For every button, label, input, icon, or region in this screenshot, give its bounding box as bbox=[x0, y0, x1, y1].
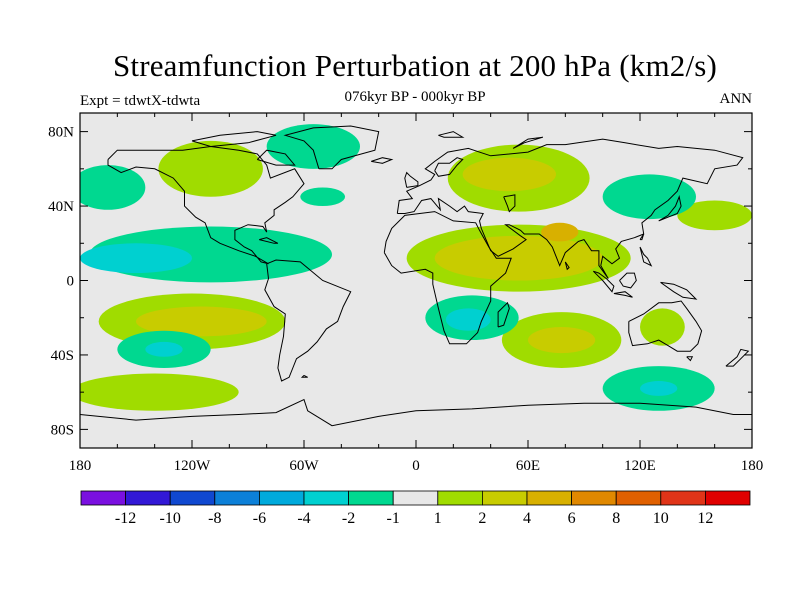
colorbar-label: -2 bbox=[342, 510, 355, 527]
colorbar-swatch bbox=[303, 490, 349, 506]
coastline bbox=[639, 233, 645, 241]
colorbar-label: 1 bbox=[434, 510, 442, 527]
colorbar-swatch bbox=[258, 490, 305, 506]
x-tick-label: 180 bbox=[69, 458, 92, 474]
coastline bbox=[497, 301, 510, 328]
coastline bbox=[619, 272, 637, 289]
coastline bbox=[628, 300, 703, 352]
contour-region bbox=[528, 327, 596, 354]
coastline bbox=[512, 136, 544, 149]
colorbar-label: 12 bbox=[697, 510, 713, 527]
contour-region bbox=[640, 381, 678, 396]
colorbar-label: 10 bbox=[653, 510, 669, 527]
colorbar-swatch bbox=[571, 490, 617, 506]
coastline bbox=[383, 211, 512, 345]
contour-region bbox=[677, 200, 752, 231]
x-tick-label: 60W bbox=[289, 458, 319, 474]
coastline bbox=[686, 356, 694, 362]
contour-region bbox=[80, 165, 146, 210]
chart-subtitle: 076kyr BP - 000kyr BP bbox=[344, 89, 486, 105]
colorbar-swatch bbox=[660, 490, 706, 506]
colorbar-label: -12 bbox=[115, 510, 136, 527]
colorbar-label: 2 bbox=[478, 510, 486, 527]
contour-region bbox=[602, 174, 696, 220]
colorbar-swatch bbox=[705, 490, 751, 506]
x-tick-label: 180 bbox=[741, 458, 764, 474]
y-tick-label: 80S bbox=[51, 422, 74, 438]
coastline bbox=[264, 259, 352, 382]
x-tick-label: 60E bbox=[516, 458, 540, 474]
coastline bbox=[438, 131, 465, 138]
coastline bbox=[404, 171, 419, 188]
coastline bbox=[503, 194, 516, 213]
colorbar: -12 -10 -8 -6 -4 -2 -1 1 2 4 6 8 10 12 bbox=[80, 490, 751, 527]
contour-region bbox=[266, 124, 361, 169]
contour-region bbox=[145, 341, 183, 357]
coastline-layer bbox=[80, 125, 752, 427]
colorbar-swatch bbox=[526, 490, 572, 506]
coastline bbox=[396, 138, 744, 279]
contour-region bbox=[640, 308, 685, 346]
y-tick-label: 80N bbox=[48, 125, 74, 141]
colorbar-swatch bbox=[125, 490, 171, 506]
contour-region bbox=[136, 306, 267, 337]
colorbar-label: -8 bbox=[208, 510, 221, 527]
contour-region bbox=[462, 157, 556, 192]
coastline bbox=[592, 270, 615, 293]
coastline bbox=[613, 291, 633, 298]
coastline bbox=[564, 261, 570, 271]
x-tick-label: 0 bbox=[412, 458, 420, 474]
colorbar-label: 6 bbox=[568, 510, 576, 527]
axis-ticks: 180 120W 60W 0 60E 120E 180 80N 40N 0 40S 80S bbox=[48, 113, 763, 474]
colorbar-swatch bbox=[437, 490, 483, 506]
contour-region bbox=[80, 373, 239, 411]
contour-region bbox=[158, 140, 263, 197]
coastline bbox=[259, 237, 279, 244]
colorbar-swatch bbox=[392, 490, 439, 506]
contour-fill-layer bbox=[80, 124, 752, 411]
y-tick-label: 40S bbox=[51, 348, 74, 364]
y-tick-label: 0 bbox=[67, 274, 75, 290]
colorbar-label: -4 bbox=[297, 510, 310, 527]
coastline bbox=[300, 374, 308, 378]
contour-region bbox=[434, 235, 603, 281]
contour-region bbox=[541, 222, 579, 242]
coastline bbox=[658, 195, 682, 222]
contour-region bbox=[300, 187, 346, 207]
y-tick-label: 40N bbox=[48, 199, 74, 215]
colorbar-swatch bbox=[348, 490, 394, 506]
season-label: ANN bbox=[719, 91, 753, 107]
coastline bbox=[639, 246, 653, 267]
contour-region bbox=[445, 308, 491, 331]
colorbar-label: -10 bbox=[160, 510, 181, 527]
coastline bbox=[191, 131, 277, 148]
x-tick-label: 120E bbox=[624, 458, 656, 474]
coastline bbox=[107, 145, 305, 265]
colorbar-label: -1 bbox=[387, 510, 400, 527]
x-tick-label: 120W bbox=[174, 458, 212, 474]
colorbar-swatch bbox=[80, 490, 126, 506]
coastline bbox=[371, 157, 394, 164]
colorbar-swatch bbox=[169, 490, 216, 506]
coastline bbox=[80, 398, 752, 427]
coastline bbox=[283, 125, 380, 170]
colorbar-swatch bbox=[615, 490, 662, 506]
coastline bbox=[725, 348, 750, 367]
chart-title: Streamfunction Perturbation at 200 hPa (… bbox=[112, 48, 718, 83]
coastline bbox=[434, 157, 464, 177]
coastline bbox=[256, 149, 296, 166]
colorbar-label: 8 bbox=[612, 510, 620, 527]
experiment-label: Expt = tdwtX-tdwta bbox=[80, 93, 201, 109]
colorbar-label: -6 bbox=[253, 510, 266, 527]
contour-region bbox=[80, 243, 192, 274]
colorbar-swatch bbox=[481, 490, 528, 506]
coastline bbox=[660, 281, 698, 300]
colorbar-swatch bbox=[214, 490, 260, 506]
colorbar-label: 4 bbox=[523, 510, 531, 527]
